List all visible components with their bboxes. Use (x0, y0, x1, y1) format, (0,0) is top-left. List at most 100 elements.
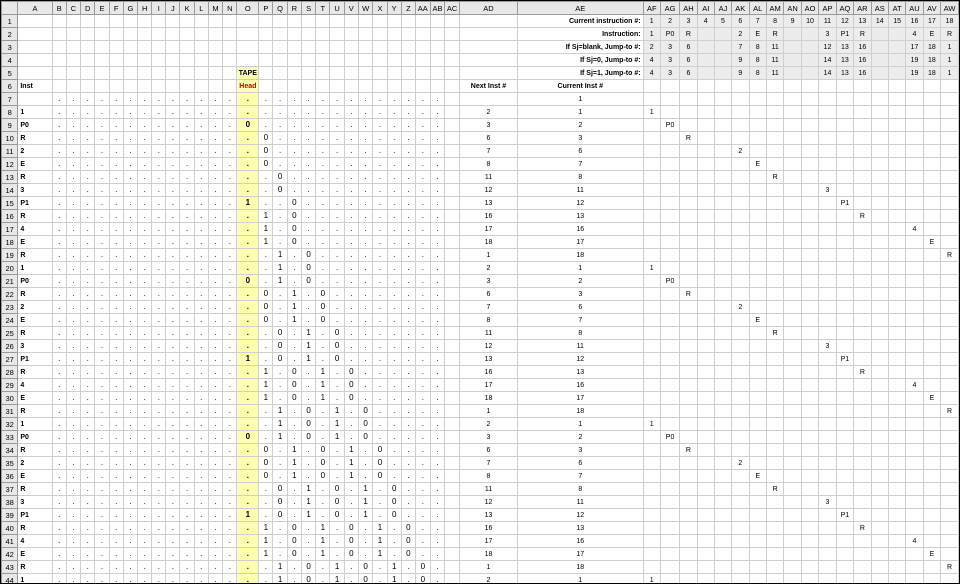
cell-R30[interactable]: 0 (286, 391, 303, 405)
cell-AN44[interactable] (783, 573, 802, 583)
cell-B21[interactable]: . (51, 274, 67, 288)
cell-AR8[interactable] (853, 105, 872, 119)
row-header-18[interactable]: 18 (1, 235, 19, 249)
cell-AV32[interactable] (922, 417, 942, 431)
cell-Y11[interactable]: . (386, 144, 402, 158)
cell-C17[interactable]: . (65, 222, 82, 236)
cell-G30[interactable]: . (122, 391, 139, 405)
cell-AT26[interactable] (887, 339, 907, 353)
cell-Q36[interactable]: . (272, 469, 288, 483)
cell-U29[interactable]: . (329, 378, 345, 392)
cell-B20[interactable]: . (51, 261, 67, 275)
cell-K1[interactable] (179, 14, 195, 28)
cell-AB24[interactable]: . (429, 313, 446, 327)
cell-AB1[interactable] (429, 14, 446, 28)
cell-Y2[interactable] (386, 27, 402, 41)
cell-Y34[interactable]: . (386, 443, 402, 457)
cell-L32[interactable]: . (193, 417, 209, 431)
cell-E36[interactable]: . (94, 469, 110, 483)
cell-AL32[interactable] (748, 417, 767, 431)
cell-Z15[interactable]: . (400, 196, 416, 210)
cell-AS24[interactable] (870, 313, 889, 327)
cell-U10[interactable]: . (329, 131, 345, 145)
cell-Y44[interactable]: 1 (386, 573, 402, 583)
cell-AF11[interactable] (642, 144, 661, 158)
cell-S7[interactable]: . (300, 92, 317, 106)
cell-AE23[interactable]: 6 (516, 300, 644, 314)
cell-AT20[interactable] (887, 261, 907, 275)
cell-Y28[interactable]: . (386, 365, 402, 379)
cell-AQ29[interactable] (835, 378, 855, 392)
column-header-ai[interactable]: AI (696, 1, 715, 15)
cell-AR7[interactable] (853, 92, 872, 106)
cell-D33[interactable]: . (80, 430, 96, 444)
cell-AN26[interactable] (783, 339, 802, 353)
cell-R28[interactable]: 0 (286, 365, 303, 379)
cell-AL19[interactable] (748, 248, 767, 262)
cell-AK1[interactable]: 6 (731, 14, 750, 28)
cell-J29[interactable]: . (165, 378, 181, 392)
cell-AJ20[interactable] (713, 261, 733, 275)
cell-AC21[interactable] (444, 274, 460, 288)
cell-AG4[interactable]: 3 (659, 53, 681, 67)
cell-AT25[interactable] (887, 326, 907, 340)
cell-P22[interactable]: 0 (258, 287, 274, 301)
cell-M31[interactable]: . (207, 404, 224, 418)
cell-J1[interactable] (165, 14, 181, 28)
cell-V19[interactable]: . (343, 248, 359, 262)
cell-V44[interactable]: . (343, 573, 359, 583)
cell-O28[interactable]: . (236, 365, 260, 379)
cell-AN18[interactable] (783, 235, 802, 249)
cell-A20[interactable]: 1 (17, 261, 53, 275)
cell-AV25[interactable] (922, 326, 942, 340)
cell-AV7[interactable] (922, 92, 942, 106)
cell-B40[interactable]: . (51, 521, 67, 535)
cell-AM3[interactable]: 11 (765, 40, 785, 54)
cell-AF1[interactable]: 1 (642, 14, 661, 28)
cell-U42[interactable]: . (329, 547, 345, 561)
cell-D27[interactable]: . (80, 352, 96, 366)
cell-AM1[interactable]: 8 (765, 14, 785, 28)
cell-AG20[interactable] (659, 261, 681, 275)
cell-AI44[interactable] (696, 573, 715, 583)
cell-W36[interactable]: . (357, 469, 374, 483)
cell-W25[interactable]: . (357, 326, 374, 340)
cell-AI12[interactable] (696, 157, 715, 171)
cell-AV29[interactable] (922, 378, 942, 392)
cell-E13[interactable]: . (94, 170, 110, 184)
cell-AQ13[interactable] (835, 170, 855, 184)
cell-AT16[interactable] (887, 209, 907, 223)
cell-AB33[interactable]: . (429, 430, 446, 444)
cell-AB8[interactable]: . (429, 105, 446, 119)
cell-G28[interactable]: . (122, 365, 139, 379)
cell-AS34[interactable] (870, 443, 889, 457)
cell-Z39[interactable]: . (400, 508, 416, 522)
cell-AD33[interactable]: 3 (458, 430, 518, 444)
cell-AF15[interactable] (642, 196, 661, 210)
cell-N18[interactable]: . (222, 235, 238, 249)
cell-AE41[interactable]: 16 (516, 534, 644, 548)
cell-V1[interactable] (343, 14, 359, 28)
cell-AD8[interactable]: 2 (458, 105, 518, 119)
cell-AV22[interactable] (922, 287, 942, 301)
cell-AP1[interactable]: 11 (818, 14, 837, 28)
cell-A31[interactable]: R (17, 404, 53, 418)
cell-E31[interactable]: . (94, 404, 110, 418)
cell-B26[interactable]: . (51, 339, 67, 353)
cell-D8[interactable]: . (80, 105, 96, 119)
cell-Y4[interactable] (386, 53, 402, 67)
cell-AC39[interactable] (444, 508, 460, 522)
cell-R36[interactable]: 1 (286, 469, 303, 483)
cell-K38[interactable]: . (179, 495, 195, 509)
cell-X24[interactable]: . (372, 313, 388, 327)
cell-V17[interactable]: . (343, 222, 359, 236)
cell-V29[interactable]: 0 (343, 378, 359, 392)
cell-AG10[interactable] (659, 131, 681, 145)
cell-AA11[interactable]: . (414, 144, 431, 158)
cell-AG41[interactable] (659, 534, 681, 548)
cell-AM33[interactable] (765, 430, 785, 444)
cell-Y15[interactable]: . (386, 196, 402, 210)
cell-D32[interactable]: . (80, 417, 96, 431)
cell-A14[interactable]: 3 (17, 183, 53, 197)
cell-F6[interactable] (108, 79, 124, 93)
